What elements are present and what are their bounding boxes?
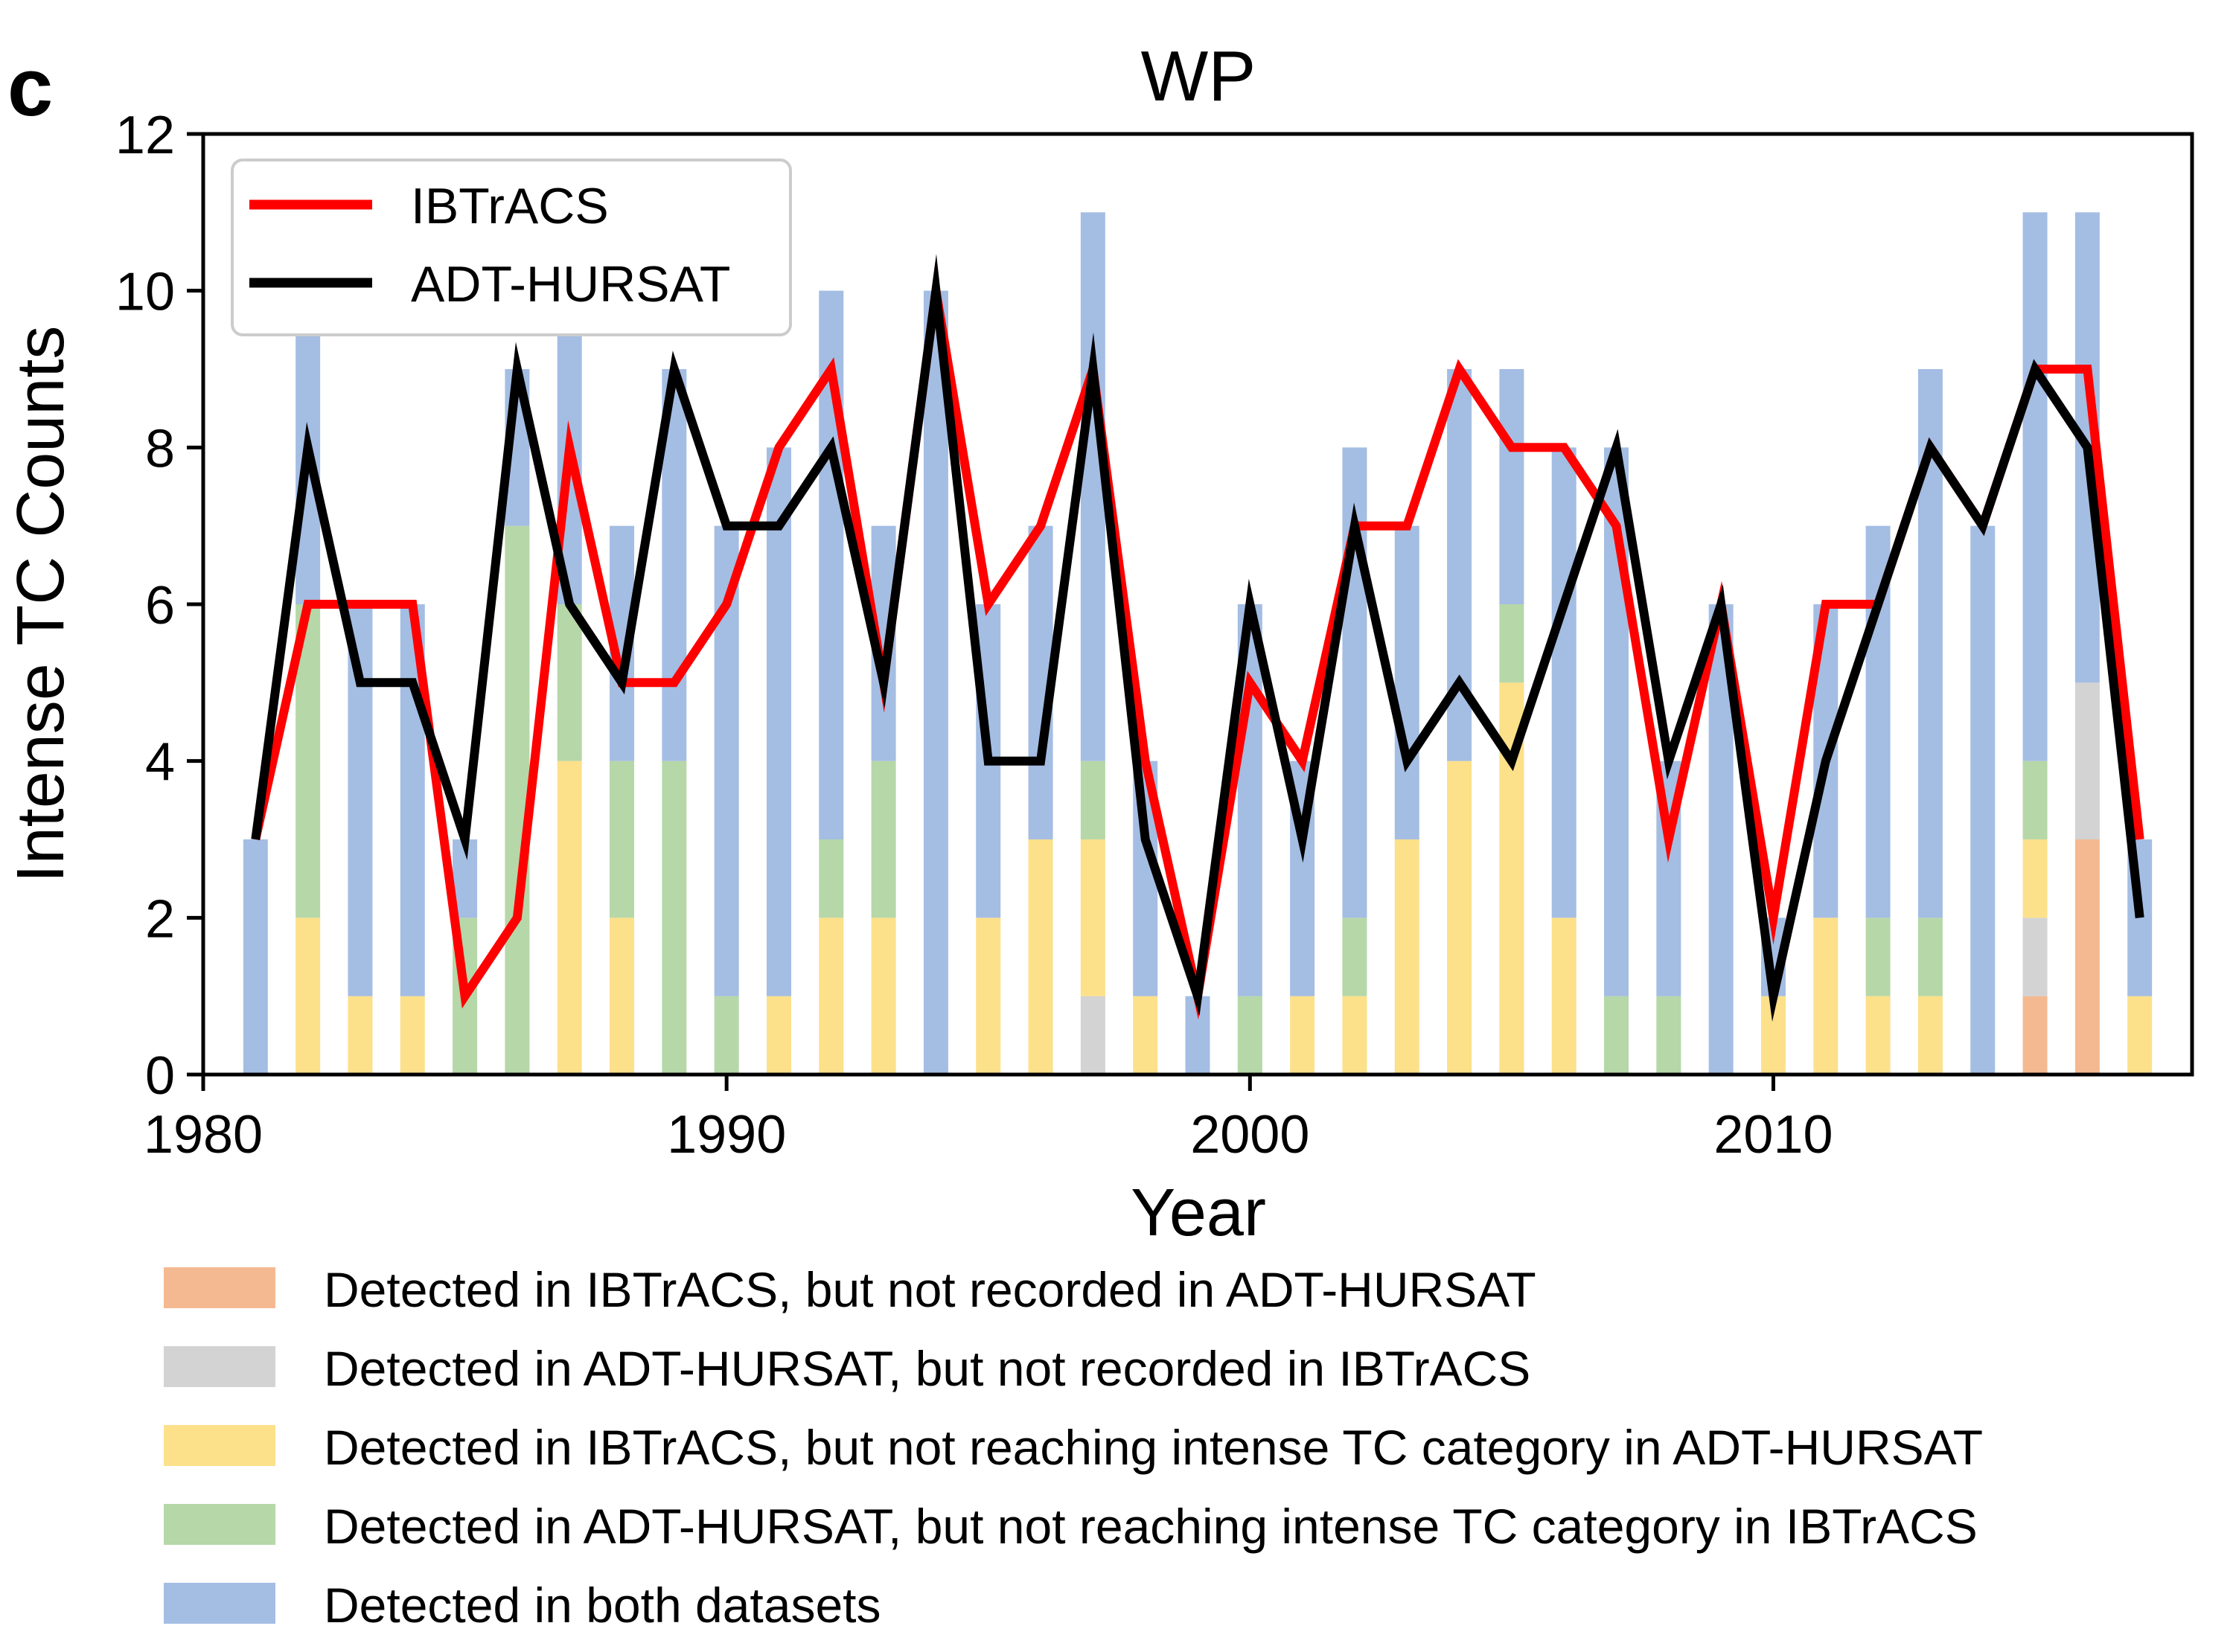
bar-segment-3-2006 — [1551, 918, 1576, 1075]
bar-segment-3-1988 — [610, 918, 635, 1075]
bar-segment-4-1987 — [557, 604, 582, 761]
category-legend-label-3: Detected in IBTrACS, but not reaching in… — [324, 1420, 1983, 1475]
bar-segment-3-1996 — [1028, 839, 1053, 1075]
bar-segment-3-1992 — [819, 918, 844, 1075]
bar-segment-3-2004 — [1447, 761, 1472, 1075]
bar-segment-4-1986 — [505, 525, 530, 1075]
ibtracs-line — [251, 260, 2144, 1020]
bar-segment-1-2016 — [2074, 839, 2100, 1075]
bar-segment-3-1991 — [766, 996, 791, 1075]
bar-segment-3-1987 — [557, 761, 582, 1075]
bar-segment-3-1998 — [1133, 996, 1158, 1075]
bar-segment-5-1994 — [923, 290, 948, 1075]
chart-title: WP — [1141, 36, 1256, 116]
bar-segment-4-2007 — [1604, 996, 1629, 1075]
y-tick-label-0: 0 — [145, 1046, 175, 1106]
bar-segment-5-2014 — [1970, 525, 1996, 1075]
category-legend-label-5: Detected in both datasets — [324, 1578, 881, 1633]
adt-hursat-line — [251, 254, 2144, 1022]
bar-segment-4-2000 — [1237, 996, 1262, 1075]
bar-segment-3-2002 — [1342, 996, 1367, 1075]
bar-segment-5-2015 — [2022, 212, 2048, 761]
bar-segment-4-2015 — [2022, 761, 2048, 839]
bar-group — [243, 212, 2153, 1075]
x-tick-label-2010: 2010 — [1713, 1105, 1833, 1165]
x-axis-ticks: 1980 1990 2000 2010 — [144, 1075, 1833, 1165]
y-axis-ticks: 0 2 4 6 8 10 12 — [115, 106, 203, 1106]
panel-label: c — [7, 42, 53, 133]
category-legend-swatch-2 — [164, 1346, 275, 1387]
category-legend-swatch-5 — [164, 1583, 275, 1624]
bar-segment-5-2003 — [1394, 525, 1419, 839]
bar-segment-3-2003 — [1394, 839, 1419, 1075]
bar-segment-2-2016 — [2074, 682, 2100, 839]
bar-segment-3-2015 — [2022, 839, 2048, 918]
bar-segment-4-1989 — [662, 761, 687, 1075]
y-tick-label-10: 10 — [115, 263, 175, 322]
bar-segment-3-1983 — [348, 996, 373, 1075]
bar-segment-3-1993 — [871, 918, 896, 1075]
bar-segment-5-1997 — [1080, 212, 1105, 761]
category-legend-swatch-4 — [164, 1504, 275, 1545]
category-legend-swatch-1 — [164, 1267, 275, 1308]
bar-segment-4-2005 — [1499, 604, 1524, 683]
bar-segment-5-1991 — [766, 447, 791, 996]
y-tick-label-6: 6 — [145, 576, 175, 635]
category-legend-label-4: Detected in ADT-HURSAT, but not reaching… — [324, 1499, 1978, 1554]
category-legend-label-1: Detected in IBTrACS, but not recorded in… — [324, 1262, 1536, 1317]
bar-segment-5-1981 — [243, 839, 268, 1075]
bar-segment-4-1990 — [714, 996, 739, 1075]
bar-segment-4-2012 — [1865, 918, 1891, 996]
line-group — [251, 254, 2144, 1022]
ibtracs-legend-label: IBTrACS — [411, 178, 609, 234]
bar-segment-4-2008 — [1656, 996, 1681, 1075]
x-tick-label-2000: 2000 — [1190, 1105, 1309, 1165]
bar-segment-4-1997 — [1080, 761, 1105, 839]
y-tick-label-2: 2 — [145, 889, 175, 949]
adt-hursat-legend-label: ADT-HURSAT — [411, 256, 730, 313]
y-tick-label-8: 8 — [145, 419, 175, 478]
bar-segment-1-2015 — [2022, 996, 2048, 1075]
x-tick-label-1990: 1990 — [667, 1105, 786, 1165]
bar-segment-3-2013 — [1917, 996, 1943, 1075]
bar-segment-3-1984 — [400, 996, 425, 1075]
bar-segment-3-2012 — [1865, 996, 1891, 1075]
x-axis-title: Year — [1131, 1176, 1266, 1250]
bar-segment-4-1993 — [871, 761, 896, 918]
bar-segment-4-2002 — [1342, 918, 1367, 996]
category-legend-swatch-3 — [164, 1425, 275, 1466]
bar-segment-3-1997 — [1080, 839, 1105, 996]
x-tick-label-1980: 1980 — [144, 1105, 263, 1165]
bar-segment-3-1982 — [296, 918, 321, 1075]
bar-segment-5-2005 — [1499, 369, 1524, 604]
y-tick-label-12: 12 — [115, 106, 175, 165]
category-legend-label-2: Detected in ADT-HURSAT, but not recorded… — [324, 1341, 1530, 1396]
line-legend: IBTrACS ADT-HURSAT — [231, 159, 792, 336]
bar-segment-5-2006 — [1551, 447, 1576, 918]
y-axis-title: Intense TC Counts — [4, 326, 78, 883]
category-legend: Detected in IBTrACS, but not recorded in… — [164, 1262, 1983, 1633]
y-tick-label-4: 4 — [145, 733, 175, 793]
bar-segment-3-1995 — [976, 918, 1001, 1075]
bar-segment-4-2013 — [1917, 918, 1943, 996]
bar-segment-2-2015 — [2022, 918, 2048, 996]
bar-segment-2-1997 — [1080, 996, 1105, 1075]
bar-segment-4-1988 — [610, 761, 635, 918]
bar-segment-4-1992 — [819, 839, 844, 918]
bar-segment-3-2001 — [1290, 996, 1315, 1075]
bar-segment-3-2017 — [2127, 996, 2153, 1075]
bar-segment-3-2011 — [1813, 918, 1839, 1075]
